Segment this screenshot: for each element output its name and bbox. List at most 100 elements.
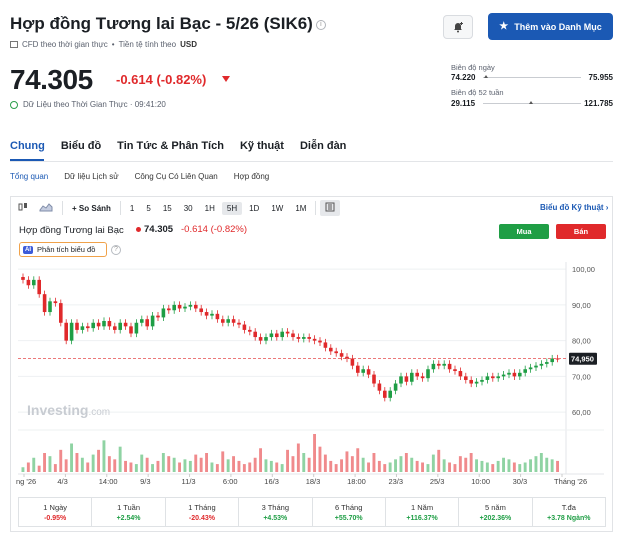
interval-1w[interactable]: 1W — [271, 203, 284, 213]
candle-body — [69, 322, 74, 341]
candle-body — [528, 367, 533, 370]
info-icon[interactable]: i — [315, 19, 326, 30]
buy-button[interactable]: Mua — [499, 224, 549, 239]
candle-body — [518, 372, 522, 377]
volume-bar — [545, 457, 549, 472]
volume-bar — [107, 456, 111, 472]
candle-body — [275, 333, 279, 338]
alert-button[interactable] — [443, 15, 473, 39]
candle-body — [161, 308, 166, 318]
candle-body — [285, 331, 290, 334]
technical-chart-link[interactable]: Biểu đồ Kỹ thuật › — [540, 203, 608, 212]
tab-technical[interactable]: Kỹ thuật — [239, 140, 284, 152]
performance-cell[interactable]: T.đa +3.78 Ngàn% — [533, 498, 605, 526]
candle-body — [458, 371, 463, 377]
help-icon[interactable]: ? — [111, 245, 121, 255]
volume-bar — [307, 457, 311, 472]
volume-bar — [356, 448, 360, 472]
currency-value: USD — [180, 40, 197, 49]
interval-1[interactable]: 1 — [129, 203, 135, 213]
volume-bar — [199, 457, 203, 472]
volume-bar — [64, 459, 68, 472]
performance-value: -20.43% — [188, 514, 215, 522]
volume-bar — [534, 456, 538, 472]
volume-bar — [48, 456, 52, 472]
tab-overview[interactable]: Chung — [10, 140, 45, 152]
interval-1d[interactable]: 1D — [249, 203, 260, 213]
interval-30[interactable]: 30 — [183, 203, 193, 213]
volume-bar — [394, 459, 397, 472]
volume-bar — [91, 454, 95, 472]
subtab-history[interactable]: Dữ liệu Lịch sử — [64, 172, 119, 181]
candle-body — [113, 326, 117, 330]
performance-cell[interactable]: 1 Ngày -0.95% — [19, 498, 93, 526]
page-title: Hợp đồng Tương lai Bạc - 5/26 (SIK6) i — [10, 14, 326, 34]
interval-1h[interactable]: 1H — [204, 203, 215, 213]
x-tick-label: 23/3 — [388, 477, 403, 486]
candle-body — [420, 376, 425, 379]
subtab-summary[interactable]: Tổng quan — [10, 172, 49, 181]
area-type-icon[interactable] — [34, 200, 58, 216]
compare-button[interactable]: + So Sánh — [72, 203, 111, 213]
candle-body — [280, 331, 284, 338]
candle-body — [107, 320, 112, 327]
realtime-status: Dữ Liệu theo Thời Gian Thực · 09:41:20 — [10, 100, 166, 109]
ai-label: Phân tích biểu đồ — [37, 245, 96, 254]
volume-bar — [550, 459, 554, 472]
chart-instrument-name: Hợp đồng Tương lai Bạc — [19, 225, 124, 236]
tab-forum[interactable]: Diễn đàn — [299, 140, 347, 152]
flag-icon — [10, 41, 18, 48]
ai-analysis-button[interactable]: AI Phân tích biểu đồ — [19, 242, 107, 257]
price-chart[interactable]: Investing.com 100,00 90,00 80,00 70,00 60,00… — [0, 0, 624, 497]
realtime-label: Dữ Liệu theo Thời Gian Thực · 09:41:20 — [23, 100, 166, 109]
performance-cell[interactable]: 5 năm +202.36% — [459, 498, 533, 526]
candle-body — [226, 319, 230, 323]
volume-bar — [415, 460, 419, 472]
performance-cell[interactable]: 6 Tháng +55.70% — [313, 498, 386, 526]
performance-strip: 1 Ngày -0.95% 1 Tuần +2.54% 1 Tháng -20.43% 3 … — [18, 497, 606, 527]
performance-cell[interactable]: 1 Tuần +2.54% — [92, 498, 166, 526]
candle-body — [442, 363, 446, 366]
technical-chart-label: Biểu đồ Kỹ thuật — [540, 203, 604, 212]
tab-news[interactable]: Tin Tức & Phân Tích — [117, 140, 224, 152]
performance-cell[interactable]: 3 Tháng +4.53% — [239, 498, 313, 526]
clock-icon — [10, 100, 18, 109]
tab-chart[interactable]: Biểu đồ — [60, 140, 102, 152]
candle-body — [410, 372, 414, 382]
candle-body — [356, 365, 360, 373]
interval-1m[interactable]: 1M — [295, 203, 307, 213]
volume-bar — [183, 459, 187, 472]
volume-bar — [53, 464, 57, 472]
volume-bar — [453, 464, 457, 472]
volume-bar — [377, 460, 381, 472]
subtab-related[interactable]: Công Cụ Có Liên Quan — [134, 172, 218, 181]
interval-5h[interactable]: 5H — [221, 201, 243, 215]
subtab-contracts[interactable]: Hợp đồng — [233, 172, 270, 181]
candle-body — [399, 376, 403, 384]
interval-15[interactable]: 15 — [162, 203, 172, 213]
volume-bar — [491, 464, 495, 472]
performance-cell[interactable]: 1 Năm +116.37% — [386, 498, 460, 526]
volume-bar — [523, 462, 527, 472]
candle-body — [102, 320, 106, 327]
x-tick-label: 18:00 — [347, 477, 366, 486]
candle-body — [312, 338, 317, 341]
candle-body — [453, 369, 457, 372]
settings-icon[interactable] — [320, 200, 341, 216]
add-to-watchlist-button[interactable]: ★ Thêm vào Danh Mục — [488, 13, 613, 40]
candle-body — [539, 363, 544, 366]
sell-button[interactable]: Bán — [556, 224, 606, 239]
interval-5[interactable]: 5 — [146, 203, 151, 213]
performance-cell[interactable]: 1 Tháng -20.43% — [166, 498, 240, 526]
volume-bar — [248, 462, 252, 472]
candle-body — [296, 337, 301, 339]
volume-bar — [259, 448, 262, 472]
volume-bar — [426, 464, 430, 472]
tabs-divider — [10, 161, 613, 162]
volume-bar — [556, 460, 559, 472]
day-range-high: 75.955 — [588, 73, 613, 82]
performance-period: T.đa — [561, 502, 576, 512]
volume-bar — [124, 460, 127, 472]
chart-panel — [10, 196, 613, 532]
candlestick-type-icon[interactable] — [12, 200, 34, 216]
